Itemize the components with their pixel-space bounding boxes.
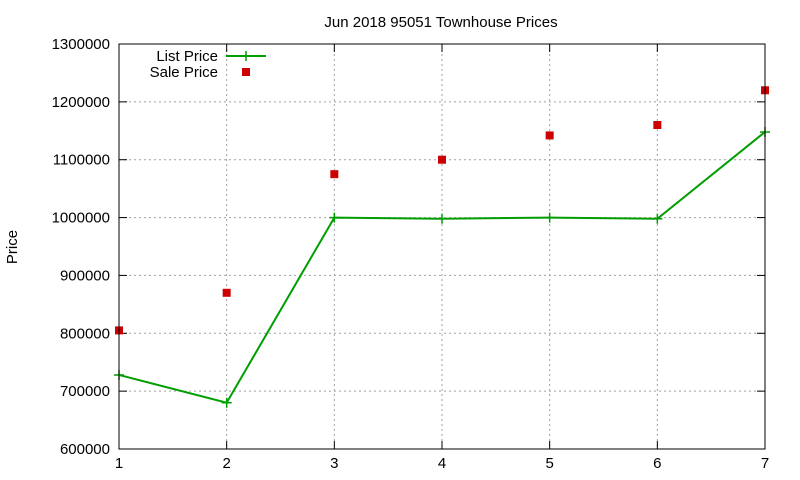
list-price-point bbox=[329, 212, 340, 223]
y-tick-label: 800000 bbox=[60, 325, 110, 342]
y-tick-label: 1100000 bbox=[53, 152, 110, 169]
legend-label-sale-price: Sale Price bbox=[150, 64, 218, 81]
list-price-point bbox=[652, 213, 663, 224]
y-tick-label: 1200000 bbox=[52, 94, 110, 111]
list-price-point bbox=[437, 213, 447, 224]
y-tick-label: 1000000 bbox=[52, 210, 110, 227]
legend-marker-list-price bbox=[241, 51, 251, 61]
chart-title: Jun 2018 95051 Townhouse Prices bbox=[324, 14, 557, 31]
sale-price-point bbox=[545, 131, 554, 140]
y-axis-label: Price bbox=[4, 230, 21, 264]
legend-marker-sale-price bbox=[242, 68, 250, 76]
grid-lines bbox=[119, 44, 765, 449]
y-tick-label: 900000 bbox=[60, 267, 110, 284]
x-tick-label: 6 bbox=[653, 455, 661, 472]
y-tick-label: 600000 bbox=[60, 441, 110, 458]
sale-price-point bbox=[330, 170, 339, 179]
sale-price-point bbox=[653, 121, 662, 129]
list-price-line bbox=[118, 131, 766, 404]
y-tick-label: 1300000 bbox=[52, 36, 110, 53]
x-tick-label: 1 bbox=[115, 455, 123, 472]
sale-price-point bbox=[222, 288, 231, 297]
x-tick-label: 5 bbox=[545, 455, 553, 472]
axis-ticks: 6000007000008000009000001000000110000012… bbox=[52, 36, 770, 472]
x-tick-label: 7 bbox=[761, 455, 769, 472]
y-tick-label: 700000 bbox=[60, 383, 110, 400]
plot-frame bbox=[118, 43, 766, 450]
x-tick-label: 3 bbox=[330, 455, 338, 472]
legend-label-list-price: List Price bbox=[156, 48, 218, 65]
sale-price-point bbox=[438, 155, 446, 164]
x-tick-label: 4 bbox=[438, 455, 446, 472]
list-price-point bbox=[221, 397, 232, 408]
list-price-point bbox=[544, 212, 555, 223]
x-tick-label: 2 bbox=[222, 455, 230, 472]
